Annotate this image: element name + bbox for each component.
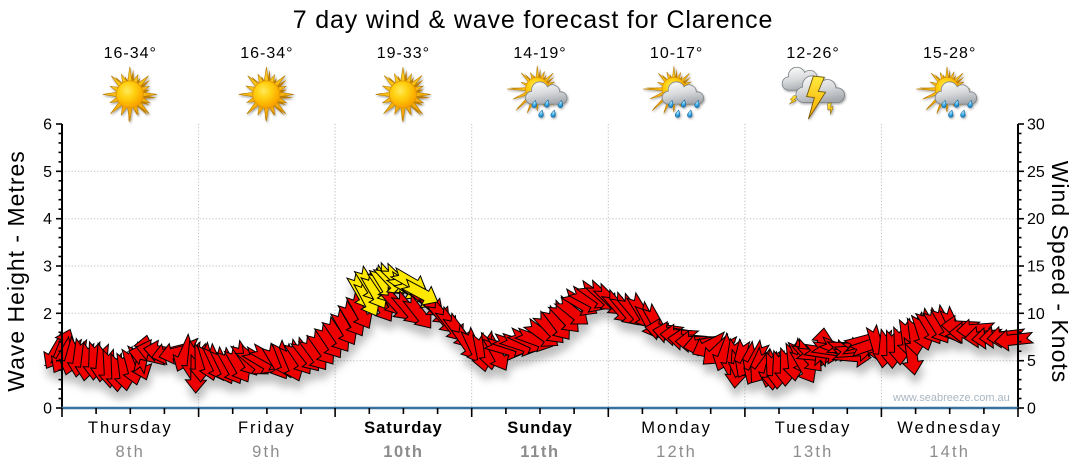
- svg-text:Sunday: Sunday: [507, 419, 573, 437]
- svg-text:20: 20: [1027, 211, 1045, 228]
- svg-text:8th: 8th: [116, 443, 146, 461]
- svg-text:15: 15: [1027, 259, 1045, 276]
- svg-text:16-34°: 16-34°: [104, 45, 157, 62]
- svg-text:Wind Speed - Knots: Wind Speed - Knots: [1047, 161, 1073, 384]
- svg-text:30: 30: [1027, 117, 1045, 134]
- svg-text:10-17°: 10-17°: [650, 45, 703, 62]
- svg-text:14-19°: 14-19°: [513, 45, 566, 62]
- svg-text:0: 0: [1027, 401, 1036, 418]
- svg-text:5: 5: [43, 164, 52, 181]
- svg-text:11th: 11th: [520, 443, 559, 461]
- svg-text:10th: 10th: [383, 443, 423, 461]
- svg-text:Thursday: Thursday: [88, 419, 173, 437]
- svg-text:5: 5: [1027, 353, 1036, 370]
- svg-text:12th: 12th: [656, 443, 697, 461]
- svg-text:16-34°: 16-34°: [240, 45, 293, 62]
- svg-text:7 day wind & wave forecast for: 7 day wind & wave forecast for Clarence: [293, 6, 774, 34]
- svg-text:Tuesday: Tuesday: [775, 419, 852, 437]
- svg-text:10: 10: [1027, 306, 1045, 323]
- svg-text:15-28°: 15-28°: [923, 45, 976, 62]
- svg-text:19-33°: 19-33°: [377, 45, 430, 62]
- svg-text:25: 25: [1027, 164, 1045, 181]
- svg-text:3: 3: [43, 259, 52, 276]
- svg-text:Monday: Monday: [641, 419, 712, 437]
- svg-text:Saturday: Saturday: [364, 419, 443, 437]
- svg-text:Friday: Friday: [238, 419, 296, 437]
- svg-text:Wednesday: Wednesday: [897, 419, 1002, 437]
- svg-text:9th: 9th: [252, 443, 282, 461]
- svg-text:6: 6: [43, 117, 52, 134]
- svg-text:12-26°: 12-26°: [786, 45, 839, 62]
- svg-text:Wave Height - Metres: Wave Height - Metres: [3, 150, 29, 392]
- svg-text:4: 4: [43, 211, 52, 228]
- svg-text:13th: 13th: [793, 443, 834, 461]
- svg-text:www.seabreeze.com.au: www.seabreeze.com.au: [892, 392, 1010, 404]
- svg-text:2: 2: [43, 306, 52, 323]
- svg-text:14th: 14th: [929, 443, 970, 461]
- svg-text:0: 0: [43, 401, 52, 418]
